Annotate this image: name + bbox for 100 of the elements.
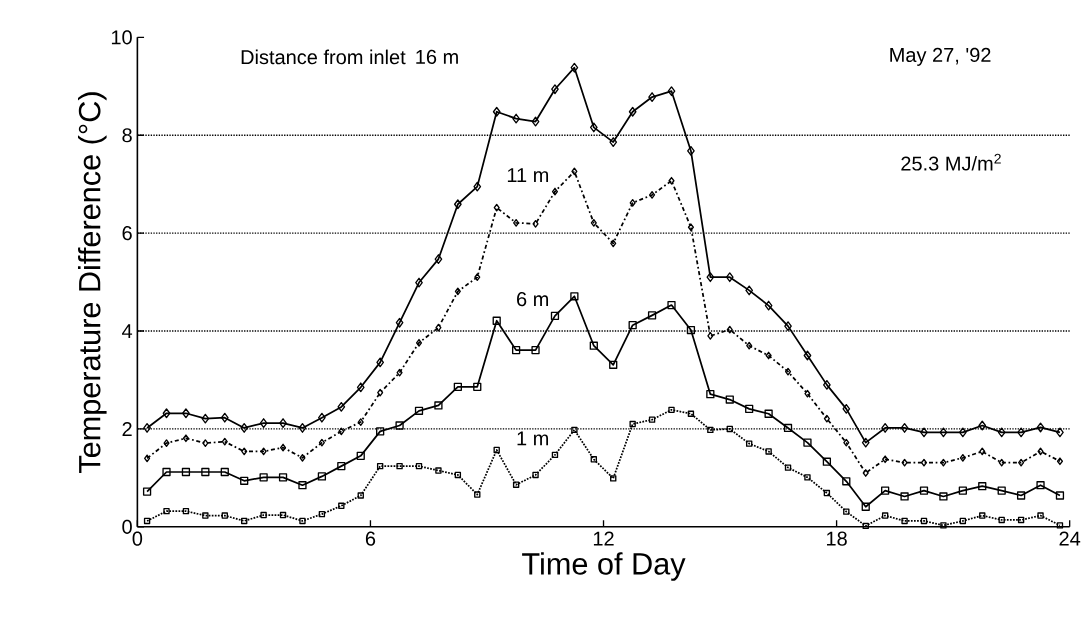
point (1036, 481, 1045, 490)
point (1018, 458, 1025, 467)
point (182, 434, 190, 443)
point (182, 508, 190, 515)
annotation: 25.3 MJ/m$^{2}$ (901, 153, 1001, 171)
point (861, 502, 870, 511)
point (337, 462, 346, 471)
point (473, 181, 482, 192)
point (570, 62, 579, 73)
point (163, 508, 170, 515)
point (843, 508, 850, 515)
point (512, 481, 520, 488)
point (298, 481, 307, 490)
point (571, 426, 578, 434)
point (958, 427, 967, 438)
point (784, 464, 792, 471)
point (144, 454, 151, 463)
point (259, 418, 268, 429)
point (240, 476, 249, 486)
point (434, 401, 443, 410)
point (453, 382, 462, 392)
point (434, 254, 443, 265)
point (920, 517, 928, 525)
point (882, 455, 889, 464)
point (395, 317, 404, 328)
point (628, 321, 637, 330)
point (804, 389, 811, 398)
point (1037, 447, 1044, 456)
point (842, 477, 851, 486)
point (220, 412, 229, 423)
point (707, 332, 714, 340)
point (182, 408, 190, 419)
legend-title: Distance from inlet (241, 49, 406, 65)
text: 16 m (416, 49, 458, 65)
point (919, 486, 929, 495)
point (396, 462, 403, 470)
point (589, 122, 598, 133)
point (163, 439, 170, 448)
point (881, 512, 889, 519)
point (299, 517, 306, 525)
point (940, 522, 947, 529)
point (648, 92, 656, 103)
point (861, 437, 870, 448)
point (881, 486, 890, 495)
point (376, 462, 384, 470)
point (493, 446, 500, 454)
point (628, 106, 637, 117)
point (609, 137, 618, 148)
point (318, 412, 326, 423)
point (1056, 522, 1064, 529)
point (142, 487, 152, 496)
point (181, 467, 191, 477)
point (784, 367, 792, 376)
point (376, 427, 385, 436)
series-label: 6 m (517, 292, 549, 307)
point (415, 277, 423, 288)
point (240, 423, 249, 433)
point (202, 512, 209, 519)
x-axis-title: Time of Day (522, 552, 686, 581)
point (823, 380, 831, 390)
point (822, 457, 832, 466)
point (998, 516, 1005, 524)
point (532, 220, 539, 228)
point (726, 425, 733, 433)
point (881, 423, 890, 433)
point (162, 467, 171, 477)
point (764, 409, 773, 418)
point (764, 300, 773, 311)
x-tick-label: 24 (1059, 531, 1081, 546)
point (414, 406, 424, 416)
point (551, 451, 559, 459)
point (590, 219, 597, 227)
x-tick-label: 18 (826, 531, 847, 546)
point (318, 438, 325, 447)
point (415, 462, 423, 470)
point (513, 219, 520, 227)
point (278, 473, 288, 482)
point (649, 191, 656, 199)
point (356, 451, 365, 461)
point (1036, 422, 1045, 433)
y-tick-label: 6 (122, 226, 132, 241)
point (707, 426, 714, 434)
point (532, 471, 539, 479)
series-label: 1 m (517, 431, 549, 446)
point (474, 491, 481, 498)
point (551, 187, 559, 196)
point (1037, 512, 1044, 519)
point (1017, 516, 1025, 524)
point (435, 323, 442, 332)
point (745, 404, 754, 414)
point (920, 427, 928, 438)
point (629, 198, 636, 207)
point (415, 338, 423, 347)
point (338, 427, 345, 436)
point (803, 438, 812, 447)
point (784, 321, 792, 332)
point (609, 360, 618, 369)
point (473, 382, 482, 392)
point (667, 86, 676, 97)
point (979, 447, 986, 456)
